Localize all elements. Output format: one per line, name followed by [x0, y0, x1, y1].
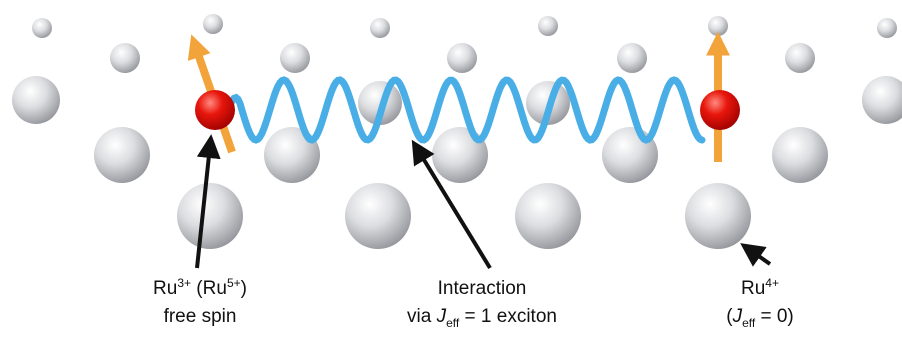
diagram: Ru3+ (Ru5+)free spinInteractionvia Jeff … — [0, 0, 902, 338]
label-line: Ru3+ (Ru5+) — [153, 276, 247, 299]
label-line: via Jeff = 1 exciton — [407, 306, 557, 330]
ru4-ion — [345, 183, 411, 249]
ru4-ion — [685, 183, 751, 249]
label-text: Ru — [741, 278, 765, 299]
label-text: 3+ — [177, 276, 191, 290]
label-text: = 0) — [755, 306, 794, 327]
ru4-ion — [177, 183, 243, 249]
pointer-arrow — [750, 250, 770, 264]
ru4-ion — [447, 43, 477, 73]
label-line: Interaction — [438, 278, 527, 299]
ru4-ion — [12, 76, 60, 124]
label-text: 5+ — [227, 276, 241, 290]
label-text: J — [732, 306, 743, 327]
label-text: Ru — [153, 278, 177, 299]
label-text: = 1 exciton — [459, 306, 557, 327]
label-text: eff — [446, 316, 460, 330]
ru4-ion — [877, 18, 897, 38]
label-text: eff — [742, 316, 756, 330]
ru4-ion — [617, 43, 647, 73]
label-line: (Jeff = 0) — [726, 306, 794, 330]
ru4-ion — [264, 127, 320, 183]
label-text: via — [407, 306, 437, 327]
ru4-ion — [515, 183, 581, 249]
label-text: Interaction — [438, 278, 527, 299]
label-line: Ru4+ — [741, 276, 779, 299]
ru4-ion — [32, 18, 52, 38]
ru4-ion — [432, 127, 488, 183]
ru4-ion — [370, 18, 390, 38]
ru-ion — [700, 90, 740, 130]
ru4-ion — [862, 76, 902, 124]
ru4-ion — [110, 43, 140, 73]
ru4-ion — [772, 127, 828, 183]
label-text: 4+ — [765, 276, 779, 290]
label-text: J — [436, 306, 447, 327]
ru4-ion — [708, 16, 728, 36]
ru3-ion — [195, 90, 235, 130]
label-text: free spin — [164, 306, 237, 327]
label-text: ) — [241, 278, 247, 299]
ru4-ion — [94, 127, 150, 183]
label-text: (Ru — [191, 278, 227, 299]
ru4-ion — [785, 43, 815, 73]
ru4-ion — [538, 16, 558, 36]
ru4-ion — [203, 14, 223, 34]
ru4-ion — [280, 43, 310, 73]
label-line: free spin — [164, 306, 237, 327]
